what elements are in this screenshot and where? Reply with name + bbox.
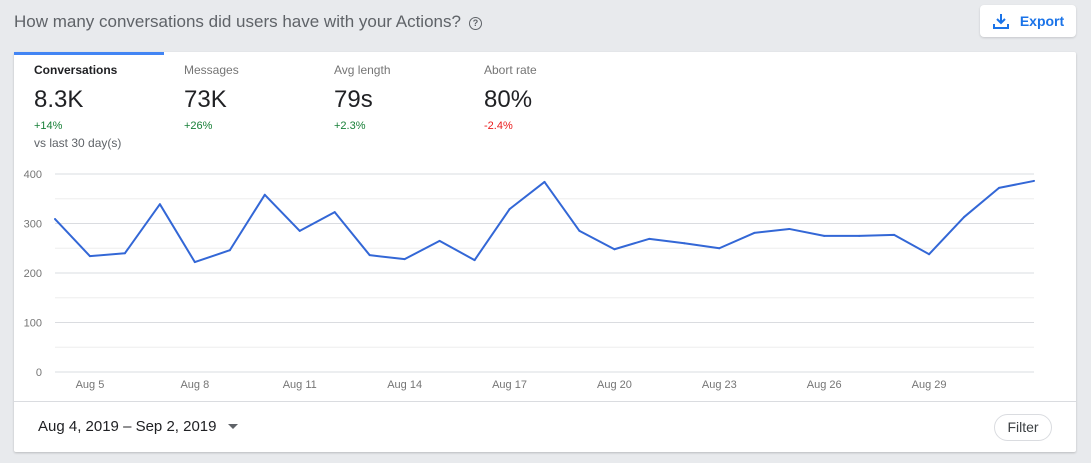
data-point: [718, 247, 721, 250]
data-point: [54, 218, 56, 221]
x-tick-label: Aug 17: [492, 379, 527, 391]
x-tick-label: Aug 11: [283, 379, 317, 391]
tab-label: Messages: [184, 63, 239, 77]
x-tick-label: Aug 29: [912, 379, 947, 391]
download-icon: [992, 14, 1009, 29]
data-point: [683, 242, 686, 245]
tab-delta: +14%: [34, 120, 63, 132]
tab-label: Conversations: [34, 63, 118, 77]
tab-abort-rate[interactable]: Abort rate 80% -2.4%: [464, 52, 614, 152]
export-label: Export: [1019, 13, 1065, 29]
y-tick-label: 200: [24, 268, 42, 280]
tab-avg-length[interactable]: Avg length 79s +2.3%: [314, 52, 464, 152]
tab-value: 73K: [184, 86, 227, 113]
tab-delta: -2.4%: [484, 120, 513, 132]
chart-card: Conversations 8.3K +14% vs last 30 day(s…: [14, 52, 1076, 452]
series-line: [54, 179, 1035, 264]
data-point: [158, 203, 161, 206]
tab-value: 80%: [484, 86, 533, 113]
comparison-label: vs last 30 day(s): [34, 136, 122, 150]
data-point: [88, 255, 91, 258]
data-point: [928, 253, 931, 256]
x-tick-label: Aug 5: [76, 379, 105, 391]
tab-label: Avg length: [334, 63, 391, 77]
y-tick-label: 0: [36, 367, 42, 379]
data-point: [403, 258, 406, 261]
data-point: [893, 233, 896, 236]
x-tick-label: Aug 23: [702, 379, 737, 391]
x-tick-label: Aug 8: [180, 379, 209, 391]
y-tick-label: 100: [24, 318, 42, 330]
page-title: How many conversations did users have wi…: [14, 12, 482, 32]
data-point: [473, 259, 476, 262]
tab-messages[interactable]: Messages 73K +26%: [164, 52, 314, 152]
date-range-label: Aug 4, 2019 – Sep 2, 2019: [38, 418, 217, 435]
y-tick-label: 300: [24, 219, 42, 231]
date-range-select[interactable]: Aug 4, 2019 – Sep 2, 2019: [38, 418, 239, 435]
data-point: [438, 239, 441, 242]
tab-value: 79s: [334, 86, 373, 113]
line-chart: 0 100 200 300 400 Aug 5 Aug 8 Aug 11 Aug 14 Aug 1…: [24, 169, 1035, 391]
data-point: [193, 261, 196, 264]
tab-delta: +2.3%: [334, 120, 366, 132]
title-text: How many conversations did users have wi…: [14, 12, 461, 31]
data-point: [333, 211, 336, 214]
data-point: [648, 237, 651, 240]
x-tick-label: Aug 20: [597, 379, 632, 391]
data-point: [788, 227, 791, 230]
tab-label: Abort rate: [484, 63, 537, 77]
data-point: [263, 193, 266, 196]
data-point: [368, 254, 371, 257]
x-tick-label: Aug 14: [387, 379, 422, 391]
data-point: [543, 180, 546, 183]
data-point: [578, 229, 581, 232]
data-point: [1033, 179, 1035, 182]
help-icon[interactable]: ?: [468, 17, 482, 30]
tab-value: 8.3K: [34, 86, 84, 113]
data-point: [228, 249, 231, 252]
data-point: [508, 208, 511, 211]
chart-footer: Aug 4, 2019 – Sep 2, 2019 Filter: [14, 401, 1076, 452]
x-tick-label: Aug 26: [807, 379, 842, 391]
data-point: [298, 229, 301, 232]
dropdown-caret-icon: [228, 424, 239, 429]
data-point: [998, 186, 1001, 189]
tab-delta: +26%: [184, 120, 213, 132]
data-point: [823, 234, 826, 237]
data-point: [858, 234, 861, 237]
data-point: [613, 248, 616, 251]
data-point: [963, 216, 966, 219]
data-point: [123, 252, 126, 255]
tab-conversations[interactable]: Conversations 8.3K +14% vs last 30 day(s…: [14, 52, 164, 152]
filter-button[interactable]: Filter: [994, 414, 1052, 441]
y-tick-label: 400: [24, 169, 42, 181]
data-point: [753, 231, 756, 234]
export-button[interactable]: Export: [980, 5, 1076, 37]
